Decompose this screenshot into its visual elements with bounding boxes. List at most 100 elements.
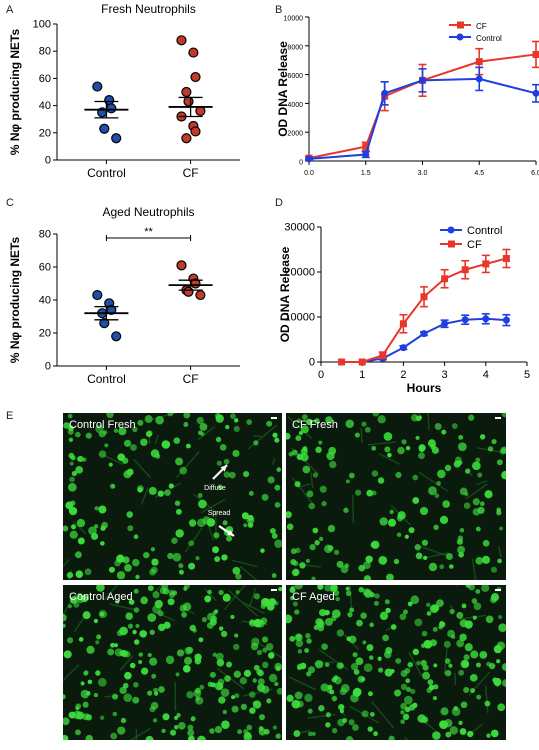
cell: [311, 576, 316, 580]
cell: [150, 547, 156, 552]
cell: [360, 612, 367, 620]
cell: [246, 419, 253, 426]
cell: [451, 634, 456, 640]
cell: [363, 663, 373, 673]
cell: [442, 500, 450, 508]
cell: [147, 690, 153, 696]
cell: [320, 683, 329, 692]
chart-c-point: [99, 318, 110, 329]
cell: [76, 595, 85, 604]
cell: [241, 512, 249, 520]
cell: [484, 490, 493, 499]
chart-a-point: [176, 35, 187, 46]
cell: [185, 443, 191, 449]
cell: [70, 524, 77, 530]
chart-c-point: [176, 260, 187, 271]
cell: [175, 508, 182, 515]
scale-bar: [495, 417, 501, 419]
cell: [272, 432, 278, 438]
cell: [276, 467, 282, 472]
chart-b-x-tick-label: 6.0: [531, 170, 539, 177]
cell: [230, 413, 236, 419]
cell: [106, 413, 114, 419]
cell: [125, 612, 133, 620]
cell: [415, 552, 423, 560]
cell: [113, 643, 119, 648]
chart-d-point: [502, 255, 510, 262]
cell: [459, 728, 467, 735]
net-strand: [271, 457, 276, 465]
cell: [354, 432, 360, 438]
cell: [345, 736, 354, 740]
cell: [294, 481, 301, 488]
chart-d-x-tick-label: 4: [483, 369, 489, 381]
chart-d-legend-marker: [447, 226, 455, 234]
chart-a-x-tick-label: Control: [87, 166, 126, 180]
cell: [315, 446, 322, 454]
cell: [98, 450, 107, 458]
chart-b-point: [532, 50, 539, 58]
cell: [271, 573, 277, 578]
scale-bar: [495, 589, 501, 591]
cell: [150, 449, 160, 458]
cell: [387, 452, 392, 458]
net-strand: [102, 454, 124, 465]
net-strand: [370, 701, 395, 729]
cell: [410, 688, 416, 694]
cell: [358, 564, 366, 572]
cell: [307, 731, 313, 737]
cell: [377, 477, 385, 484]
cell: [87, 679, 93, 685]
cell: [353, 669, 360, 675]
cell: [324, 585, 332, 592]
chart-d-x-tick-label: 2: [400, 369, 406, 381]
cell: [165, 655, 175, 665]
chart-b-x-tick-label: 0.0: [304, 170, 314, 177]
cell: [144, 415, 153, 424]
chart-b-legend-label: CF: [476, 22, 487, 31]
cell: [232, 566, 241, 575]
cell: [373, 600, 379, 606]
cell: [197, 492, 203, 498]
cell: [378, 555, 388, 565]
cell: [133, 639, 140, 645]
micrograph-cf-aged: CF Aged: [286, 585, 506, 740]
chart-b-y-label: OD DNA Release: [276, 41, 290, 137]
cell: [178, 721, 186, 730]
net-strand: [228, 590, 259, 617]
cell: [347, 612, 353, 618]
cell: [68, 437, 74, 443]
chart-b-x-tick-label: 4.5: [474, 170, 484, 177]
chart-a-y-label: % Nφ producing NETs: [8, 28, 22, 155]
net-strand: [465, 483, 488, 500]
cell: [161, 728, 166, 734]
cell: [120, 717, 127, 724]
cell: [116, 554, 125, 563]
cell: [253, 593, 261, 600]
cell: [126, 511, 133, 518]
cell: [463, 502, 471, 509]
cell: [67, 637, 74, 644]
chart-a-title: Fresh Neutrophils: [101, 2, 196, 16]
cell: [76, 518, 86, 528]
cell: [390, 624, 397, 630]
chart-c-point: [183, 286, 194, 297]
cell: [501, 470, 506, 480]
cell: [457, 442, 467, 452]
cell: [186, 691, 194, 699]
cell: [198, 499, 207, 509]
cell: [355, 489, 362, 496]
cell: [73, 595, 78, 600]
scale-bar: [271, 417, 277, 419]
cell: [204, 595, 212, 603]
chart-d-y-tick-label: 10000: [284, 312, 315, 324]
cell: [190, 716, 196, 722]
cell: [440, 707, 449, 716]
cell: [262, 661, 269, 669]
cell: [445, 731, 452, 738]
cell: [135, 574, 140, 580]
cell: [463, 654, 470, 661]
cell: [147, 652, 152, 658]
chart-b-y-tick-label: 0: [299, 160, 303, 167]
cell: [345, 586, 350, 591]
